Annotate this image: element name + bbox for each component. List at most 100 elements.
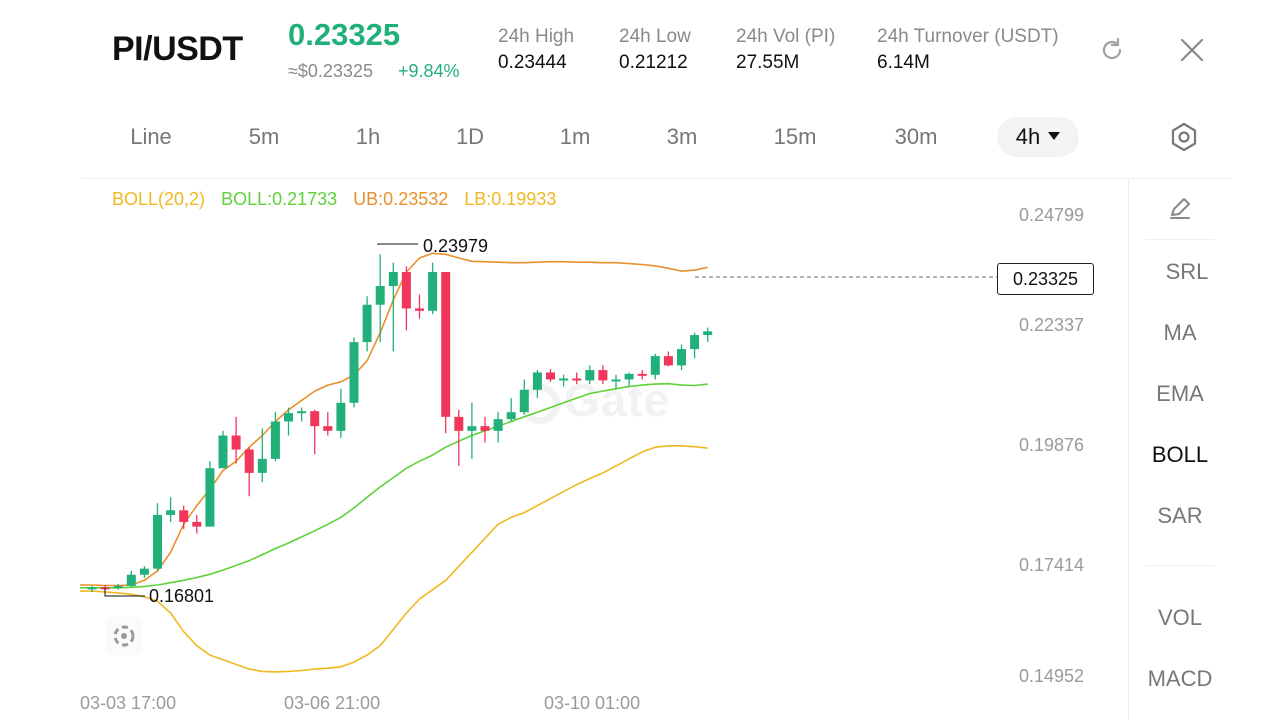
candle-up bbox=[585, 370, 595, 381]
candle-up bbox=[467, 426, 477, 431]
candle-up bbox=[624, 373, 634, 380]
tab-1d[interactable]: 1D bbox=[455, 124, 485, 149]
indicator-ema[interactable]: EMA bbox=[1156, 381, 1204, 406]
candle-down bbox=[179, 510, 189, 522]
candle-up bbox=[506, 412, 516, 420]
candle-down bbox=[310, 411, 320, 427]
candle-up bbox=[388, 272, 398, 287]
stat-24h-volume: 24h Vol (PI) 27.55M bbox=[736, 26, 835, 74]
refresh-icon[interactable] bbox=[1096, 34, 1128, 66]
candle-down bbox=[244, 449, 254, 473]
y-axis-label: 0.24799 bbox=[1019, 205, 1085, 225]
stat-label: 24h Vol (PI) bbox=[736, 26, 836, 47]
candle-up bbox=[153, 514, 162, 569]
candle-up bbox=[166, 510, 176, 515]
reset-view-icon bbox=[113, 625, 135, 647]
candlestick-chart[interactable]: 0.23979 0.16801 bbox=[0, 0, 1128, 720]
boll-legend-lb: LB:0.19933 bbox=[464, 189, 557, 209]
pair-title: PI/USDT bbox=[112, 30, 243, 68]
current-price-tag: 0.23325 bbox=[997, 263, 1094, 295]
candle-up bbox=[126, 574, 136, 586]
candle-up bbox=[284, 413, 293, 422]
fiat-price: ≈$0.23325 bbox=[288, 61, 373, 81]
divider bbox=[82, 178, 1232, 179]
boll-legend-ub: UB:0.23532 bbox=[353, 189, 449, 209]
chart-reset-button[interactable] bbox=[105, 617, 143, 655]
candle-up bbox=[349, 342, 359, 403]
tab-4h-label: 4h bbox=[1015, 124, 1041, 149]
candle-down bbox=[323, 426, 333, 431]
low-annotation: 0.16801 bbox=[149, 586, 214, 606]
boll-legend: BOLL(20,2) BOLL:0.21733 UB:0.23532 LB:0.199… bbox=[112, 189, 572, 210]
candle-down bbox=[441, 272, 451, 417]
tab-line[interactable]: Line bbox=[130, 124, 172, 149]
candle-down bbox=[231, 435, 241, 450]
candle-down bbox=[572, 378, 582, 381]
candle-down bbox=[401, 272, 411, 309]
candle-down bbox=[663, 356, 673, 366]
tab-4h[interactable]: 4h bbox=[997, 117, 1079, 157]
stat-label: 24h High bbox=[498, 26, 575, 47]
stat-label: 24h Turnover (USDT) bbox=[877, 26, 1059, 47]
candle-up bbox=[362, 304, 372, 343]
indicator-vol[interactable]: VOL bbox=[1157, 605, 1203, 630]
tab-15m[interactable]: 15m bbox=[773, 124, 817, 149]
candle-down bbox=[192, 521, 202, 527]
candle-up bbox=[559, 378, 569, 381]
sidebar-separator bbox=[1145, 239, 1215, 240]
stat-24h-turnover: 24h Turnover (USDT) 6.14M bbox=[877, 26, 1059, 74]
boll-middle-band bbox=[80, 382, 708, 589]
candle-up bbox=[703, 331, 713, 336]
tab-1m[interactable]: 1m bbox=[559, 124, 591, 149]
close-icon[interactable] bbox=[1176, 34, 1208, 66]
candle-down bbox=[637, 373, 647, 376]
stat-value: 0.23444 bbox=[498, 52, 567, 73]
tab-5m[interactable]: 5m bbox=[248, 124, 280, 149]
y-axis-label: 0.22337 bbox=[1019, 315, 1085, 335]
settings-hexagon-icon[interactable] bbox=[1168, 121, 1200, 153]
indicator-boll[interactable]: BOLL bbox=[1151, 442, 1209, 467]
sidebar-divider bbox=[1128, 180, 1129, 720]
candle-up bbox=[297, 411, 307, 414]
indicator-sar[interactable]: SAR bbox=[1157, 503, 1203, 528]
candle-up bbox=[611, 379, 621, 382]
y-axis-label: 0.19876 bbox=[1019, 435, 1085, 455]
candle-up bbox=[690, 335, 700, 350]
y-axis-label: 0.14952 bbox=[1019, 666, 1085, 686]
candle-up bbox=[650, 356, 660, 375]
x-axis-label: 03-06 21:00 bbox=[284, 693, 381, 713]
low-annotation-line bbox=[104, 588, 145, 597]
candle-up bbox=[519, 389, 529, 413]
candle-down bbox=[480, 426, 490, 431]
stat-24h-low: 24h Low 0.21212 bbox=[619, 26, 691, 74]
candle-up bbox=[87, 587, 97, 590]
candle-up bbox=[139, 568, 149, 575]
tab-30m[interactable]: 30m bbox=[894, 124, 938, 149]
candle-up bbox=[205, 468, 215, 527]
candle-up bbox=[257, 458, 267, 473]
indicator-macd[interactable]: MACD bbox=[1147, 666, 1213, 691]
candle-up bbox=[270, 421, 280, 459]
tab-3m[interactable]: 3m bbox=[666, 124, 698, 149]
candle-up bbox=[336, 402, 346, 431]
boll-legend-title: BOLL(20,2) bbox=[112, 189, 206, 209]
x-axis-label: 03-03 17:00 bbox=[80, 693, 177, 713]
stat-24h-high: 24h High 0.23444 bbox=[498, 26, 574, 74]
candle-up bbox=[532, 372, 542, 390]
stat-value: 27.55M bbox=[736, 52, 800, 73]
y-axis-label: 0.17414 bbox=[1019, 555, 1085, 575]
high-annotation: 0.23979 bbox=[423, 236, 488, 256]
stat-value: 0.21212 bbox=[619, 52, 688, 73]
sidebar-separator bbox=[1145, 565, 1215, 566]
stat-value: 6.14M bbox=[877, 52, 930, 73]
price-change: +9.84% bbox=[398, 61, 460, 81]
high-annotation-line bbox=[377, 243, 418, 245]
candle-up bbox=[428, 272, 438, 311]
market-header: PI/USDT 0.23325 ≈$0.23325 +9.84% 24h Hig… bbox=[0, 0, 1280, 100]
tab-1h[interactable]: 1h bbox=[355, 124, 381, 149]
candle-up bbox=[218, 435, 228, 469]
pencil-icon[interactable] bbox=[1166, 194, 1198, 226]
indicator-srl[interactable]: SRL bbox=[1165, 259, 1209, 284]
candle-up bbox=[113, 585, 123, 588]
indicator-ma[interactable]: MA bbox=[1163, 320, 1197, 345]
